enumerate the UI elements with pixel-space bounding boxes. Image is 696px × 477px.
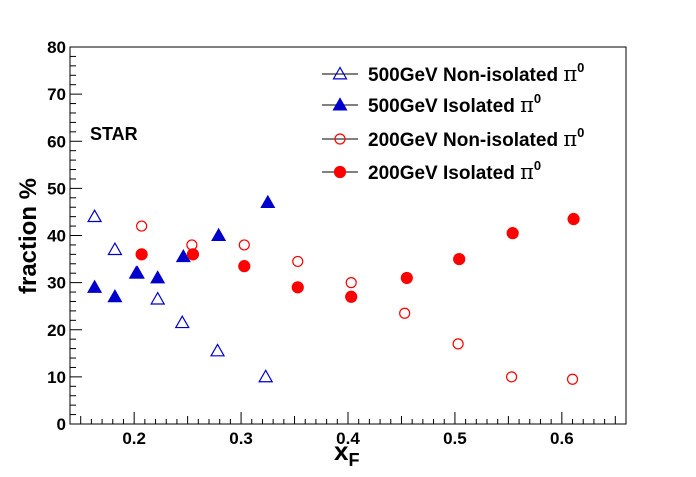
data-point <box>566 373 579 385</box>
data-point <box>238 260 251 273</box>
data-point <box>210 343 226 357</box>
y-tick-label: 10 <box>47 368 66 387</box>
data-point <box>567 212 580 226</box>
data-point <box>345 290 358 303</box>
plot-frame <box>69 46 627 425</box>
legend-marker <box>333 165 347 179</box>
data-point <box>260 194 276 208</box>
data-point <box>506 227 519 240</box>
data-point <box>150 270 166 284</box>
data-point <box>238 239 250 251</box>
data-point <box>129 265 145 279</box>
legend-entry: 200GeV Isolated π0 <box>322 158 541 184</box>
legend-marker <box>332 66 348 80</box>
legend-marker <box>332 97 348 111</box>
data-point <box>107 289 123 303</box>
data-point <box>505 371 518 383</box>
x-tick-label: 0.6 <box>550 429 574 448</box>
x-axis-label: xF <box>334 436 359 470</box>
series-3 <box>136 220 579 385</box>
data-point <box>211 227 227 241</box>
x-tick-label: 0.4 <box>336 429 360 448</box>
y-tick-label: 20 <box>47 321 66 340</box>
y-tick-label: 50 <box>47 179 66 198</box>
y-tick-label: 30 <box>47 274 66 293</box>
data-point <box>345 277 357 289</box>
x-axis-label-main: x <box>334 436 349 466</box>
star-annotation: STAR <box>90 124 138 144</box>
x-axis-label-sub: F <box>348 450 359 470</box>
data-point <box>175 248 191 263</box>
legend-entry: 500GeV Isolated π0 <box>322 91 541 117</box>
x-tick-label: 0.5 <box>443 429 467 448</box>
y-tick-label: 80 <box>47 38 66 57</box>
legend-entry: 500GeV Non-isolated π0 <box>322 60 584 86</box>
data-point <box>174 314 190 329</box>
data-point <box>452 338 464 350</box>
data-point <box>150 291 166 305</box>
legend-label: 500GeV Non-isolated π0 <box>368 60 584 86</box>
data-point <box>136 220 148 232</box>
data-point <box>186 248 200 261</box>
data-point <box>87 279 103 293</box>
y-axis-label: fraction % <box>15 178 42 294</box>
data-point <box>453 252 466 266</box>
x-tick-label: 0.3 <box>229 429 253 448</box>
legend-label: 500GeV Isolated π0 <box>368 91 541 117</box>
x-axis-ticks: 0.2 0.3 0.4 0.5 0.6 <box>69 412 627 448</box>
series-1 <box>87 208 274 383</box>
y-tick-label: 40 <box>47 227 66 246</box>
data-point <box>258 369 274 383</box>
data-point <box>87 208 103 223</box>
y-tick-label: 70 <box>47 85 66 104</box>
data-point <box>135 248 148 261</box>
series-4 <box>135 212 580 303</box>
y-axis-ticks: 0 10 20 30 40 50 60 70 80 <box>47 38 82 434</box>
legend: 500GeV Non-isolated π0 500GeV Isolated π0… <box>322 60 584 184</box>
data-point <box>400 271 413 285</box>
data-point <box>292 255 304 268</box>
series-2 <box>87 194 276 303</box>
legend-entry: 200GeV Non-isolated π0 <box>322 125 584 151</box>
data-point <box>399 307 411 319</box>
y-tick-label: 60 <box>47 132 66 151</box>
data-points <box>87 194 580 385</box>
legend-label: 200GeV Non-isolated π0 <box>368 125 584 151</box>
x-tick-label: 0.2 <box>122 429 146 448</box>
data-point <box>107 241 123 256</box>
y-tick-label: 0 <box>57 415 66 434</box>
legend-marker <box>334 133 346 145</box>
data-point <box>291 281 304 294</box>
legend-label: 200GeV Isolated π0 <box>368 158 541 184</box>
